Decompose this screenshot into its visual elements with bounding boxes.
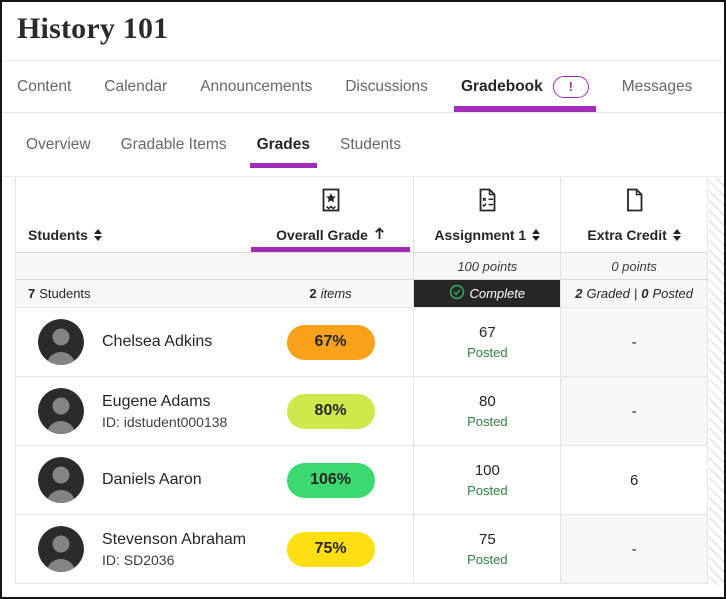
assignment-status-badge[interactable]: Complete	[413, 280, 561, 307]
sorted-column-underline	[250, 247, 411, 252]
avatar	[38, 319, 84, 365]
assignment-grade-cell[interactable]: 80 Posted	[413, 377, 560, 445]
assignment-points: 100 points	[413, 253, 560, 279]
avatar	[38, 526, 84, 572]
assignment1-column-header[interactable]: Assignment 1	[413, 177, 560, 252]
overall-grade-cell: 106%	[248, 446, 414, 514]
extra-credit-column-header[interactable]: Extra Credit	[560, 177, 708, 252]
assignment-grade-cell[interactable]: 67 Posted	[413, 308, 560, 376]
table-row: Chelsea Adkins 67% 67 Posted -	[16, 307, 708, 376]
tab-calendar[interactable]: Calendar	[104, 77, 168, 95]
grade-value: -	[631, 402, 637, 420]
avatar	[38, 457, 84, 503]
summary-row: 7 Students 2 items Complete 2 Graded	[16, 279, 708, 307]
student-rows: Chelsea Adkins 67% 67 Posted - Eu	[16, 307, 708, 583]
grade-value: 67	[478, 324, 496, 341]
posted-status: Posted	[467, 414, 508, 429]
gradebook-subnav: Overview Gradable Items Grades Students	[2, 113, 724, 177]
subtab-gradable-items[interactable]: Gradable Items	[120, 135, 227, 153]
points-row: 100 points 0 points	[16, 252, 708, 279]
table-header-row: Students Overall Grade	[16, 177, 708, 252]
grade-value: -	[631, 333, 637, 351]
tab-messages[interactable]: Messages	[621, 77, 693, 95]
extra-credit-grading-summary: 2 Graded | 0 Posted	[560, 280, 708, 307]
sort-icon[interactable]	[672, 229, 681, 241]
table-row: Eugene Adams ID: idstudent000138 80% 80 …	[16, 376, 708, 445]
avatar	[38, 388, 84, 434]
active-subtab-underline	[249, 162, 317, 168]
grade-value: 75	[478, 531, 496, 548]
overall-grade-cell: 80%	[248, 377, 414, 445]
page-header: History 101	[2, 2, 724, 61]
tab-gradebook[interactable]: Gradebook !	[453, 61, 596, 112]
sort-icon[interactable]	[93, 229, 102, 241]
overall-grade-pill[interactable]: 75%	[286, 531, 375, 567]
tab-announcements[interactable]: Announcements	[200, 77, 313, 95]
extra-credit-cell[interactable]: -	[560, 515, 708, 583]
check-circle-icon	[449, 284, 465, 303]
page-title: History 101	[17, 12, 169, 45]
grades-table: Students Overall Grade	[15, 177, 708, 584]
subtab-students[interactable]: Students	[340, 135, 402, 153]
grade-value: 100	[474, 462, 500, 479]
student-cell[interactable]: Daniels Aaron	[16, 446, 248, 514]
blank-document-icon	[620, 186, 648, 219]
striped-overflow-region	[709, 178, 724, 585]
items-count: 2 items	[309, 286, 352, 301]
extra-credit-cell[interactable]: 6	[560, 446, 708, 514]
gradebook-alert-badge: !	[552, 75, 589, 98]
overall-grade-pill[interactable]: 80%	[286, 393, 375, 429]
student-cell[interactable]: Eugene Adams ID: idstudent000138	[16, 377, 248, 445]
checklist-document-icon	[473, 186, 501, 219]
student-name: Stevenson Abraham	[102, 530, 247, 548]
students-column-header[interactable]: Students	[16, 177, 248, 252]
grade-value: -	[631, 540, 637, 558]
extra-credit-points: 0 points	[560, 253, 708, 279]
table-row: Stevenson Abraham ID: SD2036 75% 75 Post…	[16, 514, 708, 583]
student-id: ID: SD2036	[102, 551, 175, 568]
grade-value: 6	[629, 471, 639, 489]
student-name: Chelsea Adkins	[102, 333, 213, 350]
posted-status: Posted	[467, 552, 508, 567]
tab-content[interactable]: Content	[17, 77, 72, 95]
table-row: Daniels Aaron 106% 100 Posted 6	[16, 445, 708, 514]
grade-value: 80	[478, 393, 496, 410]
student-name: Eugene Adams	[102, 392, 211, 410]
student-cell[interactable]: Chelsea Adkins	[16, 308, 248, 376]
posted-status: Posted	[467, 483, 508, 498]
student-cell[interactable]: Stevenson Abraham ID: SD2036	[16, 515, 248, 583]
active-tab-underline	[453, 106, 596, 112]
sort-icon[interactable]	[532, 229, 541, 241]
assignment-grade-cell[interactable]: 75 Posted	[413, 515, 560, 583]
overall-grade-cell: 75%	[248, 515, 414, 583]
extra-credit-cell[interactable]: -	[560, 377, 708, 445]
award-star-icon	[317, 186, 345, 219]
assignment-grade-cell[interactable]: 100 Posted	[413, 446, 560, 514]
overall-grade-cell: 67%	[248, 308, 414, 376]
sort-ascending-icon[interactable]	[374, 227, 385, 243]
student-id: ID: idstudent000138	[102, 413, 228, 430]
course-nav: Content Calendar Announcements Discussio…	[2, 61, 724, 113]
overall-grade-pill[interactable]: 67%	[286, 324, 375, 360]
extra-credit-cell[interactable]: -	[560, 308, 708, 376]
student-name: Daniels Aaron	[102, 471, 202, 488]
overall-grade-column-header[interactable]: Overall Grade	[248, 177, 414, 252]
students-count: 7 Students	[28, 286, 91, 301]
subtab-overview[interactable]: Overview	[26, 135, 91, 153]
posted-status: Posted	[467, 345, 508, 360]
subtab-grades[interactable]: Grades	[249, 136, 317, 168]
tab-discussions[interactable]: Discussions	[345, 77, 428, 95]
overall-grade-pill[interactable]: 106%	[286, 462, 375, 498]
